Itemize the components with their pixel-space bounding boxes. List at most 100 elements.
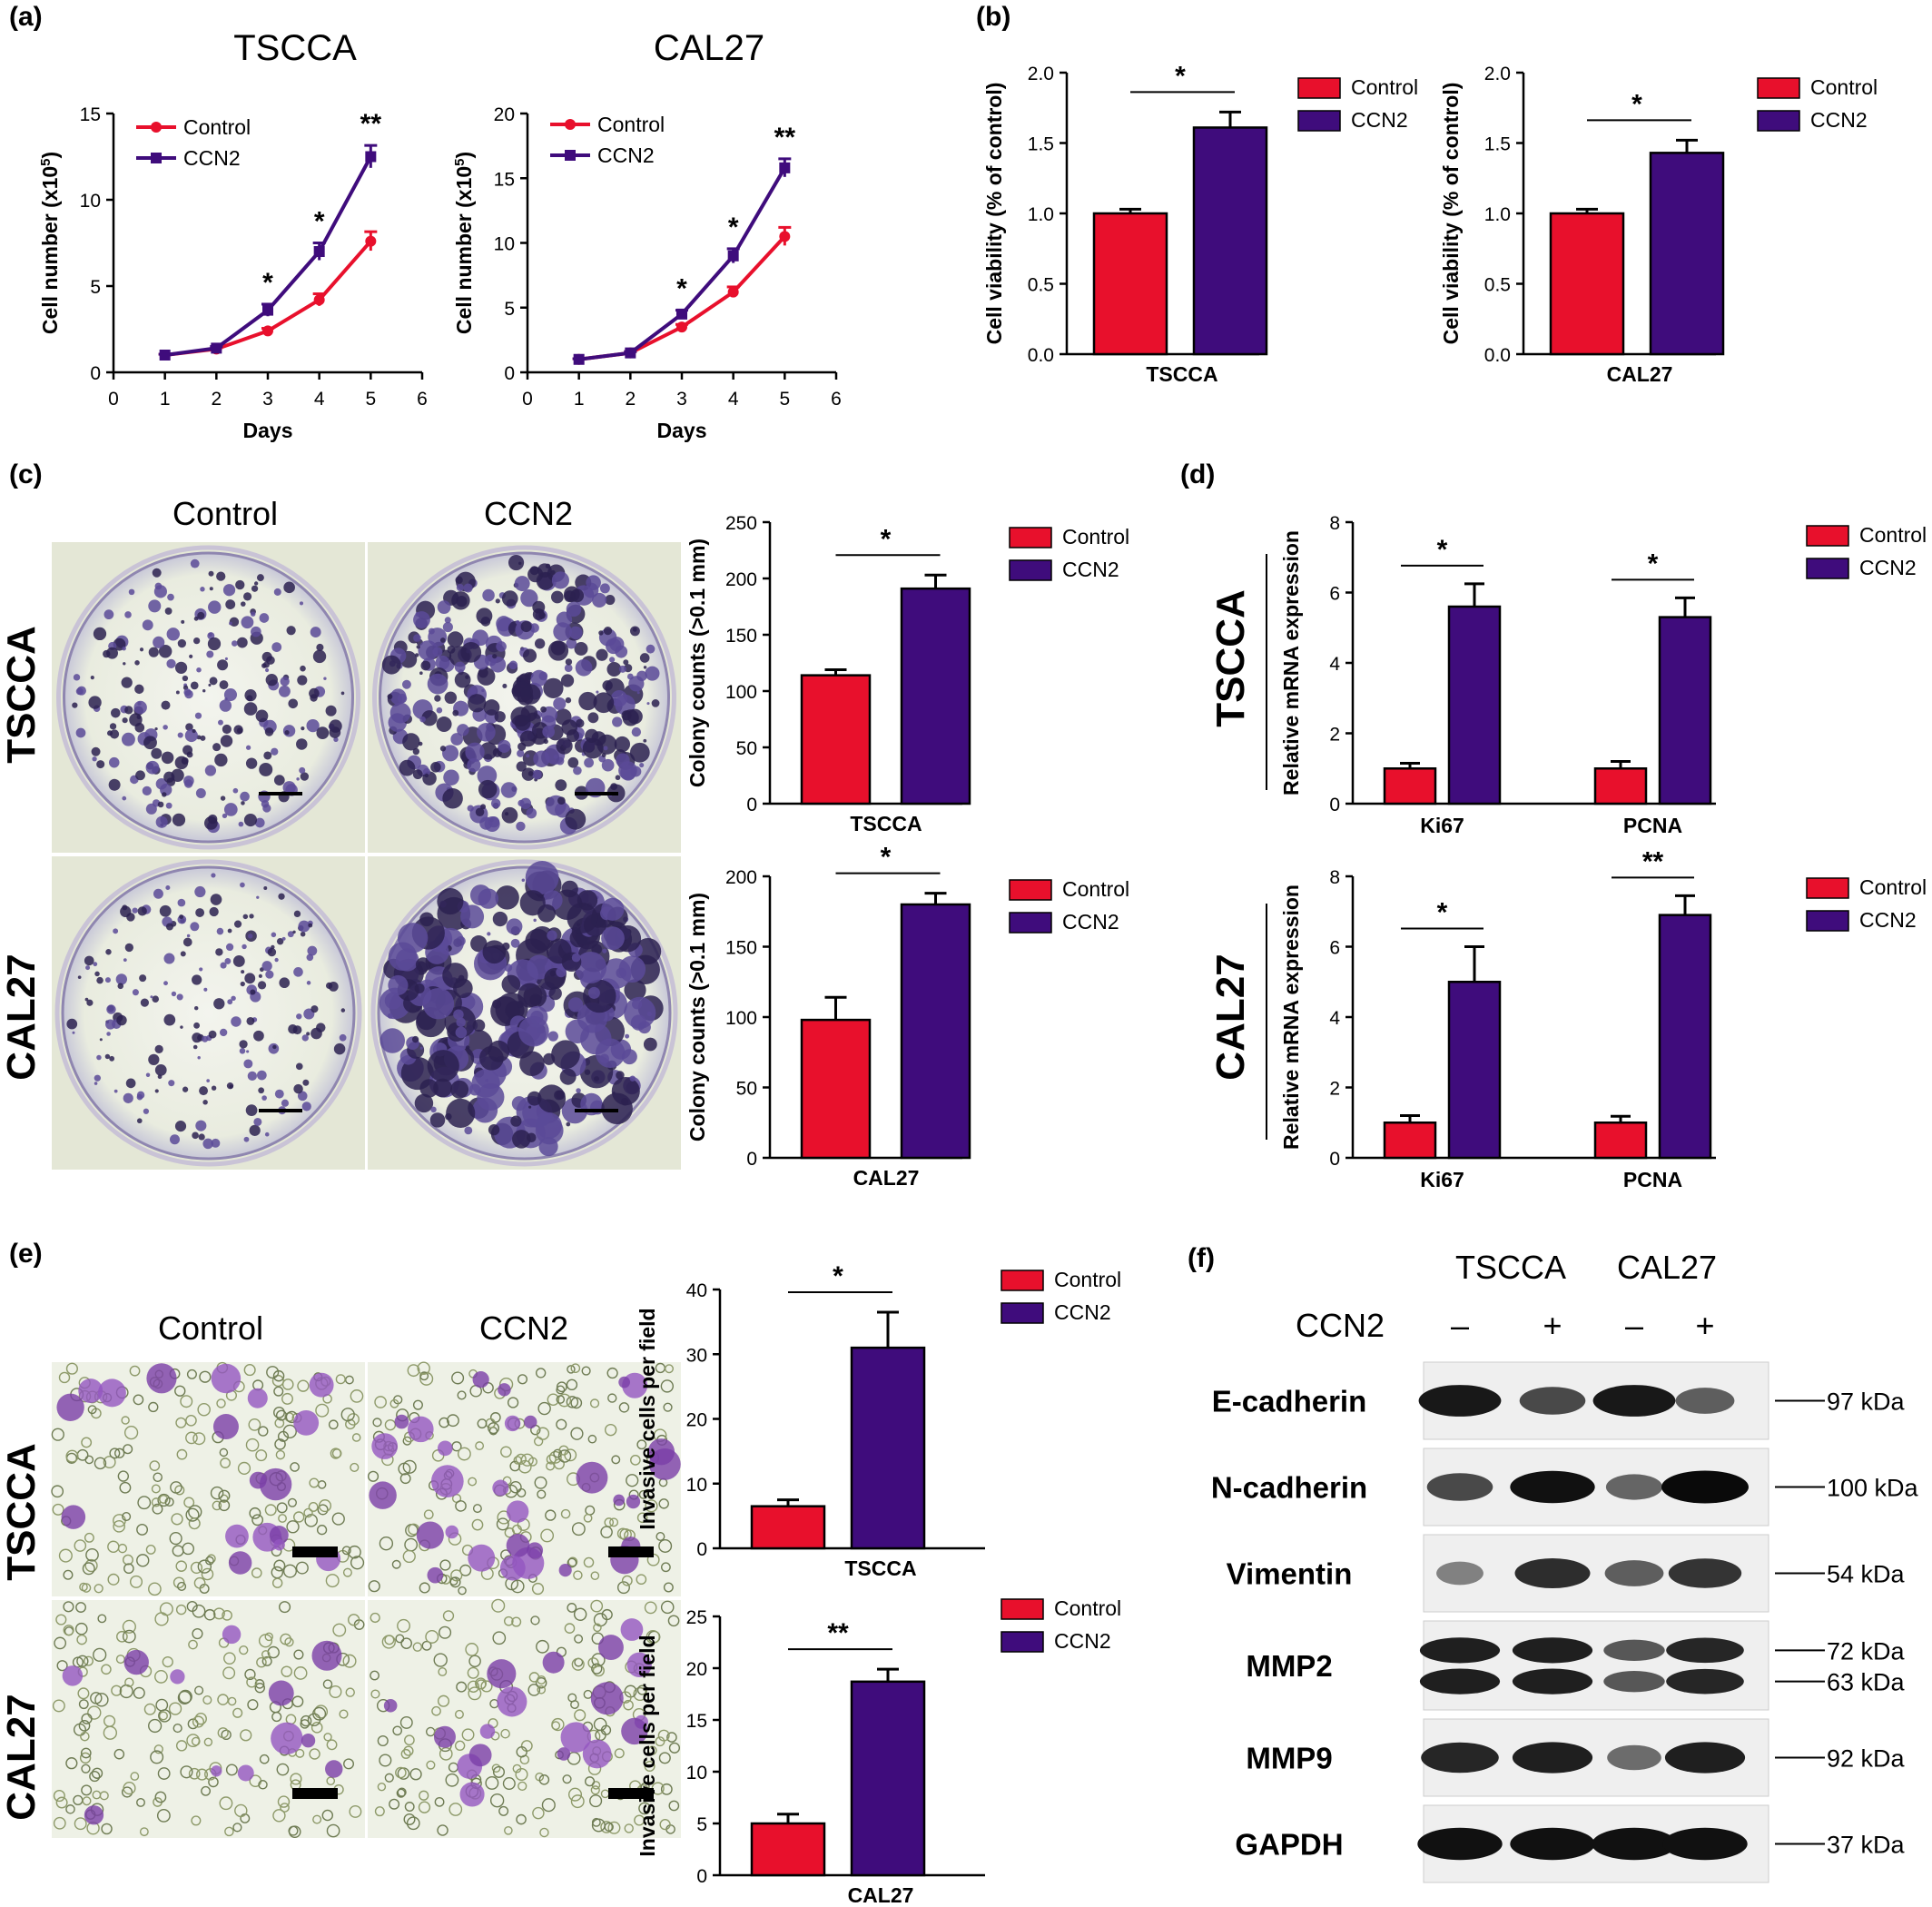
colony-dot xyxy=(455,576,463,584)
c2-y-tick-label: 100 xyxy=(725,1008,757,1029)
invasive-cell xyxy=(626,1652,652,1678)
pore xyxy=(407,1364,420,1378)
invasive-cell xyxy=(369,1481,397,1509)
e2-chart: 0 5 10 15 20 25 Invasive cells per field CAL27 *… xyxy=(636,1596,1121,1907)
colony-dot xyxy=(242,914,249,920)
colony-dot xyxy=(615,775,621,781)
pore xyxy=(279,1601,291,1614)
colony-dot xyxy=(587,986,600,999)
pore xyxy=(145,1545,156,1555)
e1-legend-swatch-control xyxy=(1000,1270,1044,1291)
pore xyxy=(551,1721,561,1731)
d1-bar-pcna-ccn2 xyxy=(1658,616,1712,805)
c1-y-tick-label: 250 xyxy=(725,513,757,534)
pore xyxy=(199,1370,212,1383)
pore xyxy=(65,1449,79,1463)
wb-band xyxy=(1514,1558,1591,1588)
colony-dot xyxy=(194,885,206,898)
pore xyxy=(275,1409,287,1421)
colony-dot xyxy=(578,691,597,711)
pore xyxy=(349,1805,362,1818)
wb-band xyxy=(1604,1560,1664,1586)
colony-dot xyxy=(257,981,267,990)
colony-dot xyxy=(543,677,564,699)
colony-dot xyxy=(226,1082,234,1090)
colony-dot xyxy=(251,585,259,592)
pore xyxy=(303,1507,313,1518)
pore xyxy=(192,1627,203,1640)
d2-category-label: PCNA xyxy=(1623,1168,1682,1191)
pore xyxy=(272,1809,286,1823)
pore xyxy=(537,1489,547,1499)
colony-dot xyxy=(232,787,239,794)
pore xyxy=(201,1785,212,1796)
colony-dot xyxy=(148,647,159,657)
c1-legend-swatch-control xyxy=(1009,527,1052,548)
c2-bar-ccn2 xyxy=(900,903,971,1160)
e2-y-tick-label: 0 xyxy=(696,1866,707,1887)
wb-protein-label: Vimentin xyxy=(1227,1557,1353,1591)
colony-dot xyxy=(142,786,152,796)
invasive-cell xyxy=(62,1665,84,1686)
colony-dot xyxy=(623,659,629,666)
colony-dot xyxy=(246,1016,255,1025)
colony-dot xyxy=(263,886,268,890)
a2-x-tick-label: 2 xyxy=(625,389,636,410)
pore xyxy=(180,1765,193,1779)
b1-y-tick-label: 0.0 xyxy=(1028,345,1054,366)
wb-band xyxy=(1419,1637,1501,1664)
pore xyxy=(74,1539,87,1552)
e-row-label-cal27: CAL27 xyxy=(0,1694,44,1820)
pore xyxy=(293,1666,308,1680)
invasive-cell xyxy=(383,1698,398,1713)
colony-dot xyxy=(182,937,192,947)
pore xyxy=(157,1767,171,1780)
pore xyxy=(82,1796,92,1806)
pore xyxy=(195,1768,209,1781)
colony-dot xyxy=(116,1014,127,1026)
pore xyxy=(51,1428,64,1441)
colony-dot xyxy=(329,719,342,733)
pore xyxy=(624,1823,634,1833)
pore xyxy=(567,1365,576,1374)
colony-dot xyxy=(174,1121,187,1132)
colony-dot xyxy=(561,880,578,898)
wb-lane-sign-4: + xyxy=(1695,1307,1714,1344)
a2-x-label: Days xyxy=(657,419,707,442)
pore xyxy=(136,1523,149,1536)
b2-group-label: CAL27 xyxy=(1607,362,1673,386)
invasive-cell xyxy=(497,1686,527,1717)
pore xyxy=(658,1498,669,1509)
colony-dot xyxy=(152,568,162,578)
colony-dot xyxy=(629,1075,636,1082)
d1-legend-swatch-control xyxy=(1806,525,1849,547)
invasion-field-tscca-ccn2 xyxy=(367,1361,681,1596)
a2-title: CAL27 xyxy=(654,28,764,68)
colony-dot xyxy=(518,1015,549,1047)
b1-bar-control xyxy=(1092,212,1168,356)
colony-dot xyxy=(556,737,573,755)
colony-dot xyxy=(453,1009,464,1020)
colony-dot xyxy=(442,963,468,989)
pore xyxy=(178,1689,192,1704)
pore xyxy=(489,1793,505,1808)
pore xyxy=(55,1796,68,1809)
colony-dot xyxy=(339,1033,347,1042)
pore xyxy=(137,1496,152,1510)
colony-dot xyxy=(608,657,616,663)
colony-dot xyxy=(333,736,339,742)
colony-dot xyxy=(86,999,94,1006)
colony-dot xyxy=(145,803,157,815)
colony-dot xyxy=(310,694,318,702)
colony-dot xyxy=(113,928,119,934)
colony-dot xyxy=(616,1071,625,1080)
pore xyxy=(185,1431,198,1445)
pore xyxy=(341,1546,351,1556)
pore xyxy=(434,1796,445,1807)
colony-dot xyxy=(208,600,222,614)
pore xyxy=(321,1809,334,1822)
colony-dot xyxy=(636,691,640,695)
colony-dot xyxy=(464,1126,473,1135)
colony-dot xyxy=(567,997,584,1013)
